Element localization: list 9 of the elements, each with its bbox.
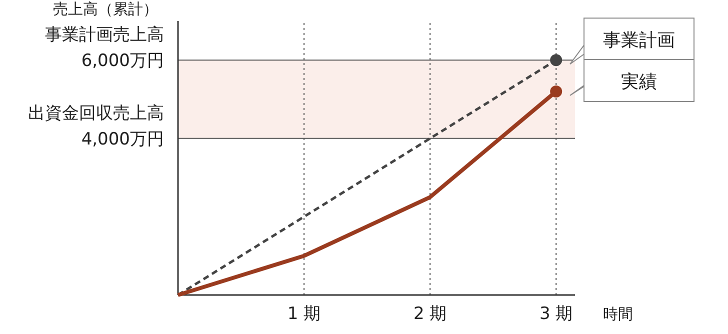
x-axis-title: 時間 — [603, 305, 633, 323]
y-tick-label: 6,000万円 — [81, 51, 164, 72]
x-tick-label: 3 期 — [539, 304, 573, 324]
y-tick-label: 4,000万円 — [81, 129, 164, 150]
x-tick-label: 1 期 — [287, 304, 321, 324]
ref-line-label: 事業計画売上高 — [45, 25, 164, 46]
y-axis-title: 売上高（累計） — [53, 0, 158, 18]
x-tick-label: 2 期 — [413, 304, 447, 324]
ref-line-label: 出資金回収売上高 — [28, 103, 164, 124]
